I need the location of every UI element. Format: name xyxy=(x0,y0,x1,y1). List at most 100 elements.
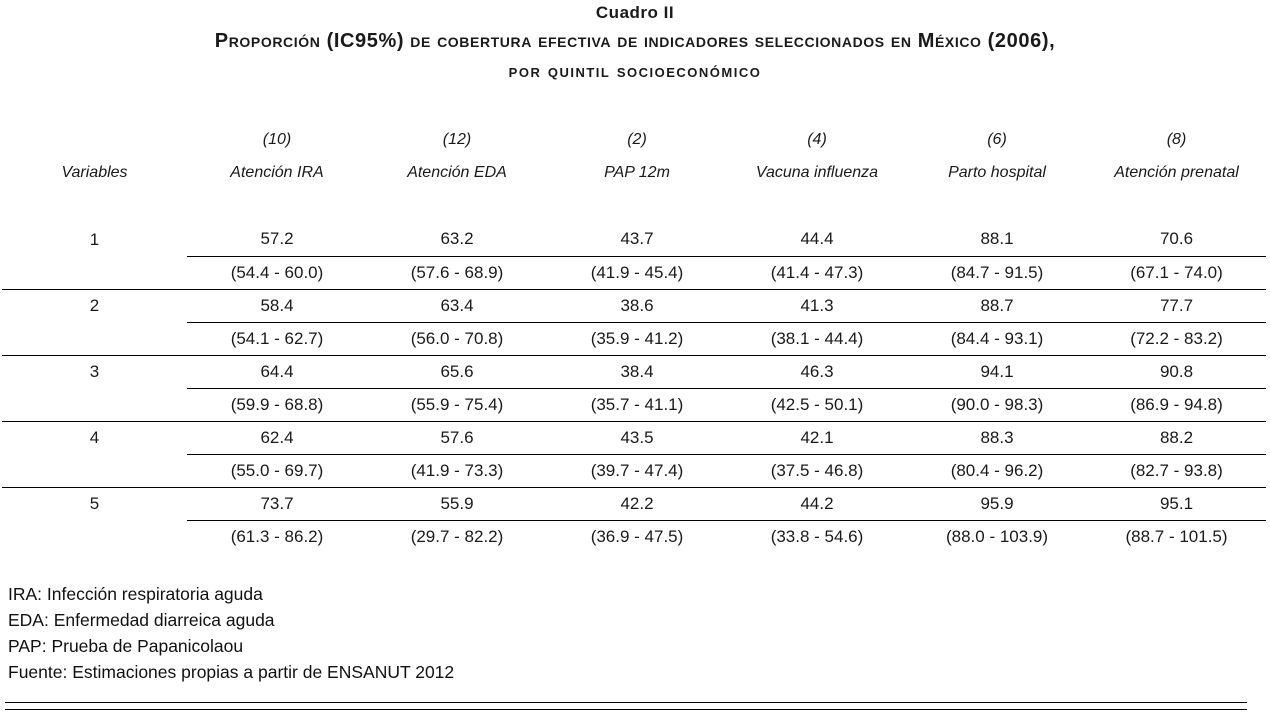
quintile-empty xyxy=(2,322,187,356)
spacer-row xyxy=(2,189,1266,223)
value-cell: 88.1 xyxy=(907,223,1087,257)
value-cell: 46.3 xyxy=(727,355,907,389)
value-cell: 44.2 xyxy=(727,487,907,521)
ci-cell: (33.8 - 54.6) xyxy=(770,526,864,546)
table-row-q1-ci: (54.4 - 60.0) (57.6 - 68.9) (41.9 - 45.4… xyxy=(2,256,1266,290)
value-cell: 88.3 xyxy=(907,421,1087,455)
quintile-label: 2 xyxy=(89,295,100,315)
ci-cell: (72.2 - 83.2) xyxy=(1087,322,1266,356)
header-number-row: (10) (12) (2) (4) (6) (8) xyxy=(2,124,1266,156)
ci-cell: (84.7 - 91.5) xyxy=(907,256,1087,290)
ci-cell: (39.7 - 47.4) xyxy=(547,454,727,488)
value-cell: 70.6 xyxy=(1087,223,1266,257)
column-name: PAP 12m xyxy=(604,163,670,181)
ci-cell: (55.9 - 75.4) xyxy=(367,388,547,422)
column-number: (12) xyxy=(442,131,472,148)
value-cell: 88.2 xyxy=(1087,421,1266,455)
ci-cell: (84.4 - 93.1) xyxy=(907,322,1087,356)
value-cell: 62.4 xyxy=(187,421,367,455)
ci-cell: (61.3 - 86.2) xyxy=(230,526,324,546)
table-title-block: Cuadro II Proporción (IC95%) de cobertur… xyxy=(0,3,1270,82)
quintile-label: 4 xyxy=(89,427,100,447)
column-number: (10) xyxy=(262,131,292,148)
ci-cell: (56.0 - 70.8) xyxy=(367,322,547,356)
quintile-empty xyxy=(2,388,187,422)
ci-cell: (41.9 - 73.3) xyxy=(367,454,547,488)
value-cell: 44.4 xyxy=(727,223,907,257)
table-row-q3-values: 3 64.4 65.6 38.4 46.3 94.1 90.8 xyxy=(2,355,1266,389)
value-cell: 77.7 xyxy=(1087,289,1266,323)
ci-cell: (86.9 - 94.8) xyxy=(1087,388,1266,422)
ci-cell: (29.7 - 82.2) xyxy=(410,526,504,546)
value-cell: 90.8 xyxy=(1087,355,1266,389)
ci-cell: (88.0 - 103.9) xyxy=(945,526,1049,546)
footnote-source: Fuente: Estimaciones propias a partir de… xyxy=(8,662,455,682)
table-row-q5-values: 5 73.7 55.9 42.2 44.2 95.9 95.1 xyxy=(2,487,1266,521)
footnote-ira: IRA: Infección respiratoria aguda xyxy=(8,584,263,604)
footnotes-block: IRA: Infección respiratoria aguda EDA: E… xyxy=(8,581,454,685)
value-cell: 88.7 xyxy=(907,289,1087,323)
value-cell: 57.6 xyxy=(367,421,547,455)
value-cell: 55.9 xyxy=(367,487,547,521)
ci-cell: (57.6 - 68.9) xyxy=(367,256,547,290)
value-cell: 94.1 xyxy=(907,355,1087,389)
ci-cell: (67.1 - 74.0) xyxy=(1087,256,1266,290)
header-empty-cell xyxy=(2,124,187,156)
value-cell: 73.7 xyxy=(187,487,367,521)
column-name: Atención EDA xyxy=(407,163,507,181)
ci-cell: (37.5 - 46.8) xyxy=(727,454,907,488)
ci-cell: (59.9 - 68.8) xyxy=(187,388,367,422)
quintile-label: 3 xyxy=(89,361,100,381)
table-row-q4-ci: (55.0 - 69.7) (41.9 - 73.3) (39.7 - 47.4… xyxy=(2,454,1266,488)
value-cell: 58.4 xyxy=(187,289,367,323)
column-number: (4) xyxy=(807,131,827,148)
table-subtitle-line2: por quintil socioeconómico xyxy=(508,61,762,81)
value-cell: 42.2 xyxy=(547,487,727,521)
table-number-title: Cuadro II xyxy=(595,3,675,22)
table-row-q3-ci: (59.9 - 68.8) (55.9 - 75.4) (35.7 - 41.1… xyxy=(2,388,1266,422)
table-row-q1-values: 1 57.2 63.2 43.7 44.4 88.1 70.6 xyxy=(2,223,1266,257)
value-cell: 43.7 xyxy=(547,223,727,257)
value-cell: 42.1 xyxy=(727,421,907,455)
value-cell: 64.4 xyxy=(187,355,367,389)
ci-cell: (54.4 - 60.0) xyxy=(187,256,367,290)
value-cell: 63.2 xyxy=(367,223,547,257)
footnote-eda: EDA: Enfermedad diarreica aguda xyxy=(8,610,275,630)
ci-cell: (88.7 - 101.5) xyxy=(1125,526,1228,546)
column-name: Parto hospital xyxy=(948,163,1046,181)
variables-header: Variables xyxy=(61,163,128,181)
quintile-label: 1 xyxy=(89,229,100,249)
column-name: Vacuna influenza xyxy=(755,163,879,181)
value-cell: 63.4 xyxy=(367,289,547,323)
ci-cell: (41.4 - 47.3) xyxy=(727,256,907,290)
table-row-q4-values: 4 62.4 57.6 43.5 42.1 88.3 88.2 xyxy=(2,421,1266,455)
column-name: Atención prenatal xyxy=(1114,163,1239,181)
spacer-cell xyxy=(2,189,1266,223)
header-name-row: Variables Atención IRA Atención EDA PAP … xyxy=(2,156,1266,189)
value-cell: 38.6 xyxy=(547,289,727,323)
ci-cell: (35.7 - 41.1) xyxy=(547,388,727,422)
coverage-table: (10) (12) (2) (4) (6) (8) Variables Aten… xyxy=(2,124,1266,553)
column-number: (6) xyxy=(987,131,1007,148)
ci-cell: (38.1 - 44.4) xyxy=(727,322,907,356)
ci-cell: (90.0 - 98.3) xyxy=(907,388,1087,422)
table-subtitle-line1: Proporción (IC95%) de cobertura efectiva… xyxy=(214,30,1056,52)
quintile-empty xyxy=(2,520,187,553)
ci-cell: (41.9 - 45.4) xyxy=(547,256,727,290)
column-number: (2) xyxy=(627,131,647,148)
value-cell: 38.4 xyxy=(547,355,727,389)
value-cell: 43.5 xyxy=(547,421,727,455)
ci-cell: (80.4 - 96.2) xyxy=(907,454,1087,488)
value-cell: 65.6 xyxy=(367,355,547,389)
value-cell: 95.1 xyxy=(1087,487,1266,521)
value-cell: 41.3 xyxy=(727,289,907,323)
footnote-pap: PAP: Prueba de Papanicolaou xyxy=(8,636,244,656)
table-row-q2-ci: (54.1 - 62.7) (56.0 - 70.8) (35.9 - 41.2… xyxy=(2,322,1266,356)
table-row-q2-values: 2 58.4 63.4 38.6 41.3 88.7 77.7 xyxy=(2,289,1266,323)
column-name: Atención IRA xyxy=(230,163,324,181)
value-cell: 95.9 xyxy=(907,487,1087,521)
quintile-empty xyxy=(2,256,187,290)
ci-cell: (82.7 - 93.8) xyxy=(1087,454,1266,488)
quintile-empty xyxy=(2,454,187,488)
